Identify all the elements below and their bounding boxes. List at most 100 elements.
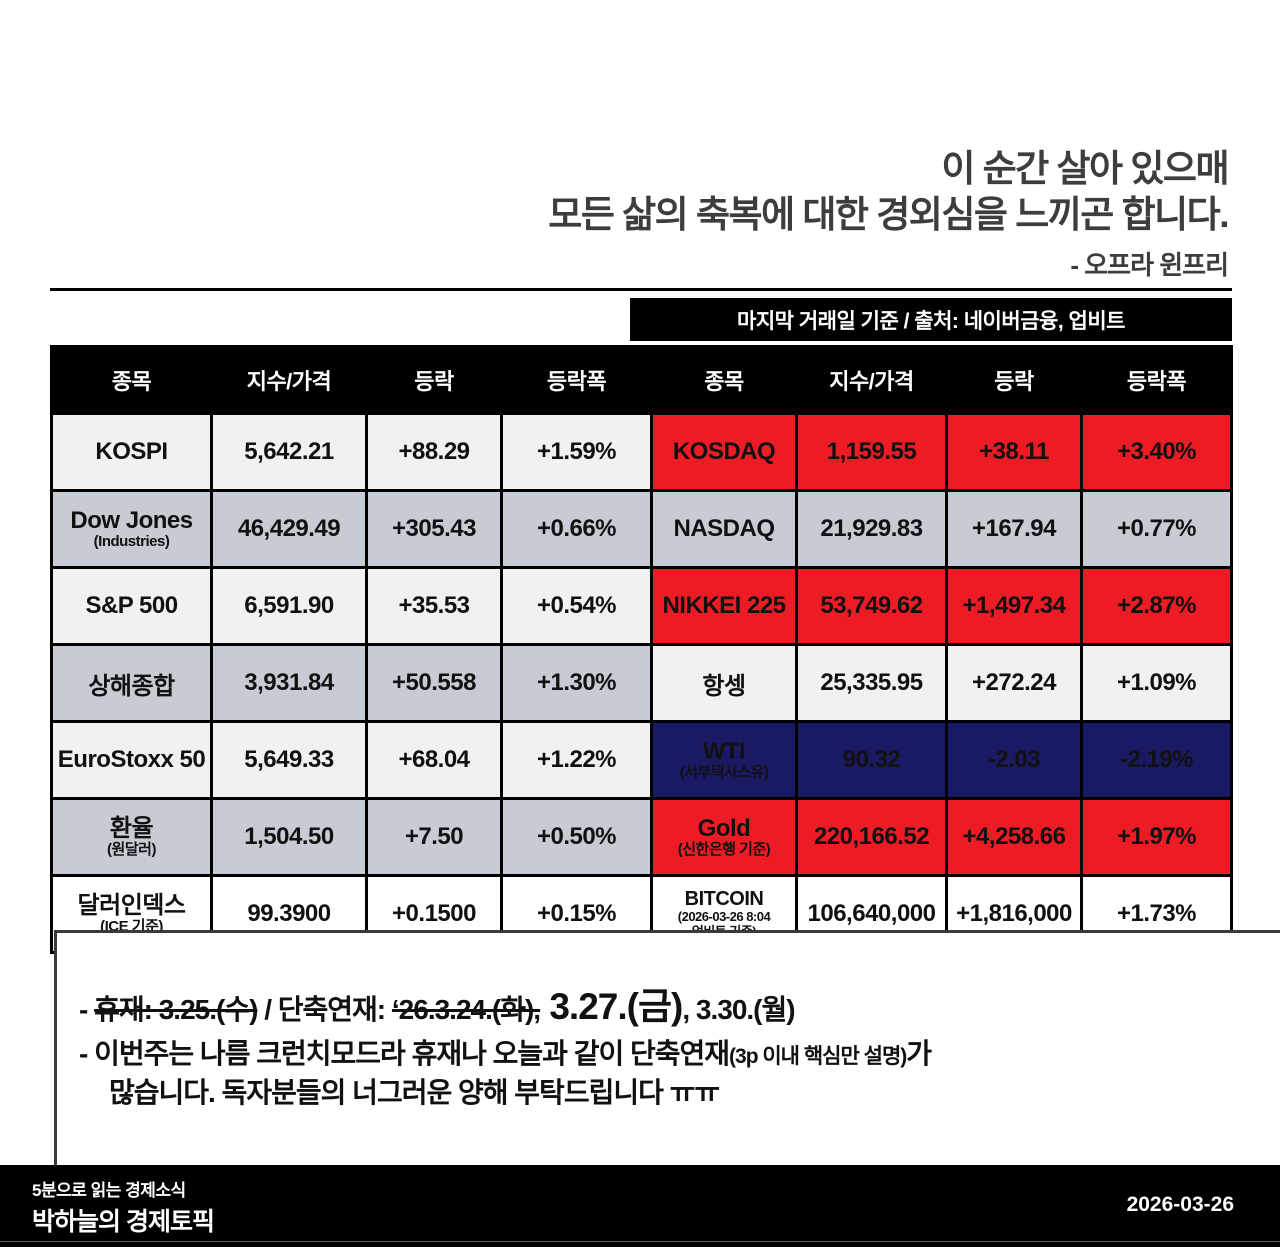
wti-name: WTI (서부텍사스유) <box>650 720 798 800</box>
note-crunch-main: 이번주는 나름 크런치모드라 휴재나 오늘과 같이 단축연재 <box>94 1037 730 1069</box>
footer-divider <box>0 1241 1280 1242</box>
dowjones-name-sub: (Industries) <box>93 533 170 551</box>
dowjones-name: Dow Jones (Industries) <box>50 489 213 569</box>
dowjones-name-main: Dow Jones <box>70 507 193 535</box>
wti-name-sub: (서부텍사스유) <box>679 764 769 782</box>
eurostoxx-change-pct: +1.22% <box>500 720 653 800</box>
fx-change: +7.50 <box>365 797 503 877</box>
bitcoin-name-sub: (2026-03-26 8:04 <box>677 908 771 924</box>
header-right-name: 종목 <box>650 345 798 415</box>
note-crunch-small: (3p 이내 핵심만 설명) <box>729 1044 907 1068</box>
gold-change: +4,258.66 <box>945 797 1083 877</box>
nasdaq-price: 21,929.83 <box>795 489 948 569</box>
nikkei-change-pct: +2.87% <box>1080 566 1233 646</box>
footer-brand-title: 박하늘의 경제토픽 <box>32 1208 215 1236</box>
header-left-change-pct: 등락폭 <box>500 345 653 415</box>
bitcoin-name-main: BITCOIN <box>684 887 764 910</box>
shanghai-change: +50.558 <box>365 643 503 723</box>
header-left-change: 등락 <box>365 345 503 415</box>
footer-date: 2026-03-26 <box>1126 1193 1234 1216</box>
hangseng-price: 25,335.95 <box>795 643 948 723</box>
gold-name-main: Gold <box>697 815 751 843</box>
shanghai-price: 3,931.84 <box>210 643 368 723</box>
kosdaq-name: KOSDAQ <box>650 412 798 492</box>
kospi-change-pct: +1.59% <box>500 412 653 492</box>
fx-name-sub: (원달러) <box>107 841 156 859</box>
note-dash-2: - <box>79 1037 95 1069</box>
notes-box: - 휴재: 3.25.(수) / 단축연재: ‘26.3.24.(화), 3.2… <box>54 930 1280 1200</box>
note-canceled-date-1: 휴재: 3.25.(수) <box>94 994 258 1025</box>
sp500-price: 6,591.90 <box>210 566 368 646</box>
table-row-shanghai-hangseng: 상해종합 3,931.84 +50.558 +1.30% 항셍 25,335.9… <box>50 643 1233 723</box>
header-right-change-pct: 등락폭 <box>1080 345 1233 415</box>
quote-line-2: 모든 삶의 축복에 대한 경외심을 느끼곤 합니다. <box>548 194 1229 236</box>
note-thanks-line: 많습니다. 독자분들의 너그러운 양해 부탁드립니다 ㅠㅠ <box>109 1077 720 1109</box>
source-bar: 마지막 거래일 기준 / 출처: 네이버금융, 업비트 <box>630 298 1232 341</box>
fx-name: 환율 (원달러) <box>50 797 213 877</box>
table-row-eurostoxx-wti: EuroStoxx 50 5,649.33 +68.04 +1.22% WTI … <box>50 720 1233 800</box>
market-table: 종목 지수/가격 등락 등락폭 종목 지수/가격 등락 등락폭 KOSPI 5,… <box>50 345 1233 954</box>
hangseng-change-pct: +1.09% <box>1080 643 1233 723</box>
gold-name-sub: (신한은행 기준) <box>677 841 771 859</box>
shanghai-name: 상해종합 <box>50 643 213 723</box>
table-header-row: 종목 지수/가격 등락 등락폭 종목 지수/가격 등락 등락폭 <box>50 345 1233 415</box>
quote-line-1: 이 순간 살아 있으매 <box>941 148 1229 189</box>
table-row-fx-gold: 환율 (원달러) 1,504.50 +7.50 +0.50% Gold (신한은… <box>50 797 1233 877</box>
fx-change-pct: +0.50% <box>500 797 653 877</box>
quote-author: - 오프라 윈프리 <box>1070 249 1229 280</box>
kosdaq-change-pct: +3.40% <box>1080 412 1233 492</box>
eurostoxx-name: EuroStoxx 50 <box>50 720 213 800</box>
eurostoxx-change: +68.04 <box>365 720 503 800</box>
header-left-price: 지수/가격 <box>210 345 368 415</box>
eurostoxx-price: 5,649.33 <box>210 720 368 800</box>
header-left-name: 종목 <box>50 345 213 415</box>
wti-change: -2.03 <box>945 720 1083 800</box>
dowjones-change: +305.43 <box>365 489 503 569</box>
kosdaq-price: 1,159.55 <box>795 412 948 492</box>
note-mid-text: / 단축연재: <box>257 994 392 1025</box>
kospi-change: +88.29 <box>365 412 503 492</box>
note-schedule-line: - 휴재: 3.25.(수) / 단축연재: ‘26.3.24.(화), 3.2… <box>79 981 1259 1034</box>
hangseng-change: +272.24 <box>945 643 1083 723</box>
nikkei-change: +1,497.34 <box>945 566 1083 646</box>
dollarindex-name-main: 달러인덱스 <box>77 892 186 920</box>
note-tail-dates: , 3.30.(월) <box>682 994 795 1025</box>
nasdaq-change-pct: +0.77% <box>1080 489 1233 569</box>
wti-name-main: WTI <box>702 738 746 766</box>
quote-block: 이 순간 살아 있으매 모든 삶의 축복에 대한 경외심을 느끼곤 합니다. -… <box>548 146 1229 282</box>
footer-bar: 5분으로 읽는 경제소식 박하늘의 경제토픽 2026-03-26 <box>0 1165 1280 1247</box>
note-crunch-line: - 이번주는 나름 크런치모드라 휴재나 오늘과 같이 단축연재(3p 이내 핵… <box>79 1034 1259 1074</box>
nasdaq-change: +167.94 <box>945 489 1083 569</box>
kospi-price: 5,642.21 <box>210 412 368 492</box>
sp500-name: S&P 500 <box>50 566 213 646</box>
dowjones-price: 46,429.49 <box>210 489 368 569</box>
nikkei-name: NIKKEI 225 <box>650 566 798 646</box>
wti-price: 90.32 <box>795 720 948 800</box>
kospi-name: KOSPI <box>50 412 213 492</box>
nasdaq-name: NASDAQ <box>650 489 798 569</box>
note-crunch-tail: 가 <box>906 1037 932 1069</box>
table-row-sp500-nikkei: S&P 500 6,591.90 +35.53 +0.54% NIKKEI 22… <box>50 566 1233 646</box>
gold-change-pct: +1.97% <box>1080 797 1233 877</box>
nikkei-price: 53,749.62 <box>795 566 948 646</box>
sp500-change-pct: +0.54% <box>500 566 653 646</box>
note-canceled-date-2: ‘26.3.24.(화), <box>391 994 541 1025</box>
gold-name: Gold (신한은행 기준) <box>650 797 798 877</box>
divider-line <box>50 288 1232 291</box>
shanghai-change-pct: +1.30% <box>500 643 653 723</box>
kosdaq-change: +38.11 <box>945 412 1083 492</box>
sp500-change: +35.53 <box>365 566 503 646</box>
note-dash-1: - <box>79 994 95 1025</box>
table-row-dowjones-nasdaq: Dow Jones (Industries) 46,429.49 +305.43… <box>50 489 1233 569</box>
fx-price: 1,504.50 <box>210 797 368 877</box>
note-highlight-date: 3.27.(금) <box>540 986 683 1027</box>
hangseng-name: 항셍 <box>650 643 798 723</box>
dowjones-change-pct: +0.66% <box>500 489 653 569</box>
fx-name-main: 환율 <box>109 815 154 843</box>
footer-tagline: 5분으로 읽는 경제소식 <box>32 1181 186 1200</box>
table-row-kospi-kosdaq: KOSPI 5,642.21 +88.29 +1.59% KOSDAQ 1,15… <box>50 412 1233 492</box>
gold-price: 220,166.52 <box>795 797 948 877</box>
header-right-price: 지수/가격 <box>795 345 948 415</box>
wti-change-pct: -2.19% <box>1080 720 1233 800</box>
